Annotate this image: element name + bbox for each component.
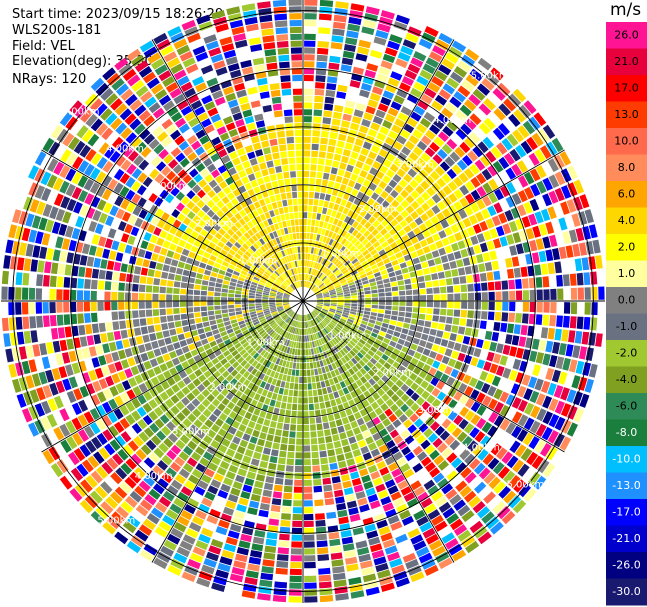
colorbar-tick-label: 21.0 bbox=[614, 55, 639, 68]
colorbar-tick-label: -8.0 bbox=[616, 426, 637, 439]
colorbar-tick-label: -10.0 bbox=[612, 452, 640, 465]
colorbar-tick-label: -13.0 bbox=[612, 479, 640, 492]
colorbar-tick-label: -30.0 bbox=[612, 585, 640, 598]
colorbar-unit: m/s bbox=[610, 0, 641, 20]
colorbar-tick-label: -1.0 bbox=[616, 320, 637, 333]
colorbar-tick-label: 8.0 bbox=[618, 161, 636, 174]
colorbar-tick-label: 6.0 bbox=[618, 187, 636, 200]
colorbar-tick-label: -6.0 bbox=[616, 399, 637, 412]
colorbar-tick-label: 1.0 bbox=[618, 267, 636, 280]
colorbar-tick-label: 4.0 bbox=[618, 214, 636, 227]
colorbar-tick-label: 10.0 bbox=[614, 134, 639, 147]
colorbar-tick-label: -26.0 bbox=[612, 558, 640, 571]
colorbar-tick-label: 26.0 bbox=[614, 28, 639, 41]
colorbar-tick-label: -2.0 bbox=[616, 346, 637, 359]
colorbar-tick-label: -21.0 bbox=[612, 532, 640, 545]
colorbar-tick-label: 2.0 bbox=[618, 240, 636, 253]
colorbar-tick-label: -17.0 bbox=[612, 505, 640, 518]
colorbar-tick-label: -4.0 bbox=[616, 373, 637, 386]
colorbar-tick-label: 17.0 bbox=[614, 81, 639, 94]
colorbar-tick-label: 13.0 bbox=[614, 108, 639, 121]
colorbar-tick-label: 0.0 bbox=[618, 293, 636, 306]
